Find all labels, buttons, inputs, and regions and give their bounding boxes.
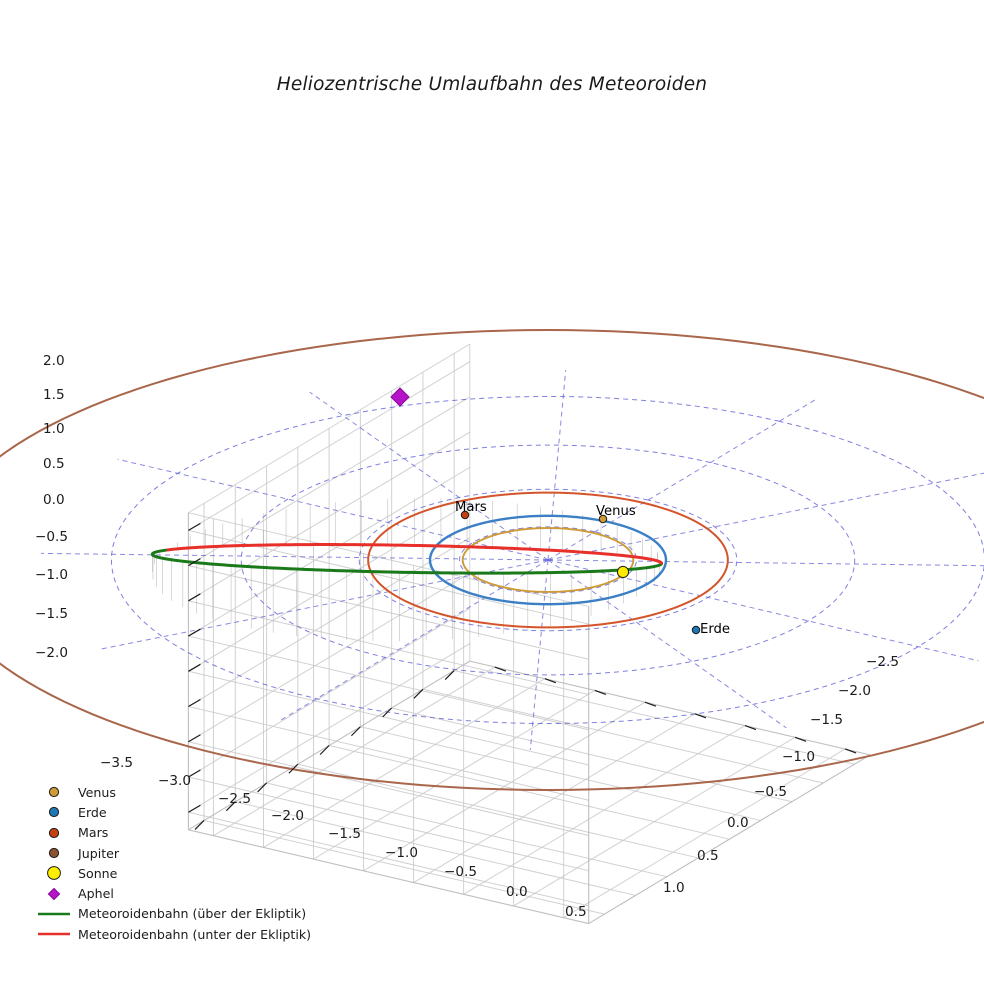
marker-sonne — [616, 565, 630, 579]
legend-item[interactable]: Meteoroidenbahn (über der Ekliptik) — [36, 904, 336, 924]
legend-item[interactable]: Sonne — [36, 863, 336, 883]
y-axis-tick-label: −2.5 — [866, 654, 900, 670]
body-label-erde: Erde — [700, 622, 731, 637]
x-axis-tick-label: −1.5 — [328, 826, 362, 842]
x-axis-tick-label: −1.0 — [385, 845, 419, 861]
marker-aphel — [390, 387, 410, 407]
legend-label: Sonne — [78, 865, 118, 881]
x-axis-tick-label: −2.0 — [271, 808, 305, 824]
legend-label: Erde — [78, 804, 107, 820]
x-axis-tick-label: −0.5 — [444, 864, 478, 880]
celestial-body-markers — [390, 387, 701, 635]
x-axis-tick-label: −2.5 — [218, 791, 252, 807]
marker-mars — [460, 510, 470, 520]
axis-tick-marks — [188, 522, 857, 830]
y-axis-tick-label: 0.5 — [697, 848, 719, 864]
y-axis-tick-label: 0.0 — [727, 815, 749, 831]
legend-key-line-icon — [36, 904, 78, 924]
legend-label: Aphel — [78, 886, 114, 902]
y-axis-tick-label: 1.0 — [663, 880, 685, 896]
body-label-mars: Mars — [455, 500, 487, 515]
legend-item[interactable]: Meteoroidenbahn (unter der Ekliptik) — [36, 924, 336, 944]
x-axis-tick-label: −3.5 — [100, 755, 134, 771]
legend-item[interactable]: Venus — [36, 782, 336, 802]
z-axis-tick-label: −0.5 — [35, 529, 69, 545]
legend-item[interactable]: Erde — [36, 802, 336, 822]
axes-pane-gridlines — [187, 343, 871, 925]
z-axis-tick-label: 1.5 — [43, 387, 65, 403]
z-axis-tick-label: 1.0 — [43, 421, 65, 437]
legend-key-circle-icon — [36, 843, 78, 863]
body-label-venus: Venus — [596, 504, 636, 519]
z-axis-tick-label: 0.5 — [43, 456, 65, 472]
marker-erde — [691, 625, 701, 635]
x-axis-tick-label: −3.0 — [158, 773, 192, 789]
legend-label: Venus — [78, 784, 116, 800]
planet-orbit-curves — [0, 329, 984, 791]
legend-key-line-icon — [36, 924, 78, 944]
legend-label: Meteoroidenbahn (über der Ekliptik) — [78, 906, 307, 922]
y-axis-tick-label: −1.0 — [782, 749, 816, 765]
z-axis-tick-label: 2.0 — [43, 353, 65, 369]
y-axis-tick-label: −0.5 — [754, 784, 788, 800]
z-axis-tick-label: −1.0 — [35, 567, 69, 583]
marker-venus — [598, 514, 608, 524]
legend-key-circle-icon — [36, 863, 78, 883]
z-axis-tick-label: −1.5 — [35, 606, 69, 622]
legend-key-circle-icon — [36, 823, 78, 843]
legend-item[interactable]: Jupiter — [36, 843, 336, 863]
legend-item[interactable]: Aphel — [36, 883, 336, 903]
legend-label: Meteoroidenbahn (unter der Ekliptik) — [78, 926, 312, 942]
y-axis-tick-label: −1.5 — [810, 712, 844, 728]
z-axis-tick-label: −2.0 — [35, 645, 69, 661]
legend-item[interactable]: Mars — [36, 823, 336, 843]
plot-legend: Venus Erde Mars Jupiter Sonne Aphel Meteoroide… — [36, 782, 336, 944]
x-axis-tick-label: 0.0 — [506, 884, 528, 900]
x-axis-tick-label: 0.5 — [565, 904, 587, 920]
y-axis-tick-label: −2.0 — [838, 683, 872, 699]
legend-key-diamond-icon — [36, 884, 78, 904]
legend-label: Mars — [78, 825, 109, 841]
legend-key-circle-icon — [36, 782, 78, 802]
page-title: Heliozentrische Umlaufbahn des Meteoroid… — [276, 74, 708, 95]
legend-key-circle-icon — [36, 802, 78, 822]
legend-label: Jupiter — [78, 845, 120, 861]
z-axis-tick-label: 0.0 — [43, 492, 65, 508]
